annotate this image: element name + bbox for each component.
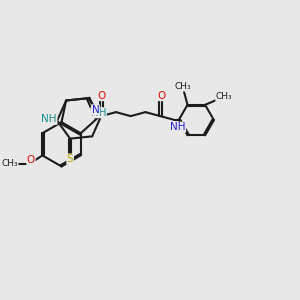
Text: CH₃: CH₃ — [216, 92, 232, 101]
Text: O: O — [27, 155, 35, 165]
Text: CH₃: CH₃ — [174, 82, 191, 91]
Text: NH: NH — [91, 108, 106, 118]
Text: CH₃: CH₃ — [2, 159, 18, 168]
Text: O: O — [97, 91, 105, 101]
Text: S: S — [67, 154, 74, 164]
Text: NH: NH — [41, 114, 57, 124]
Text: O: O — [158, 91, 166, 101]
Text: NH: NH — [170, 122, 186, 132]
Text: N: N — [92, 105, 99, 115]
